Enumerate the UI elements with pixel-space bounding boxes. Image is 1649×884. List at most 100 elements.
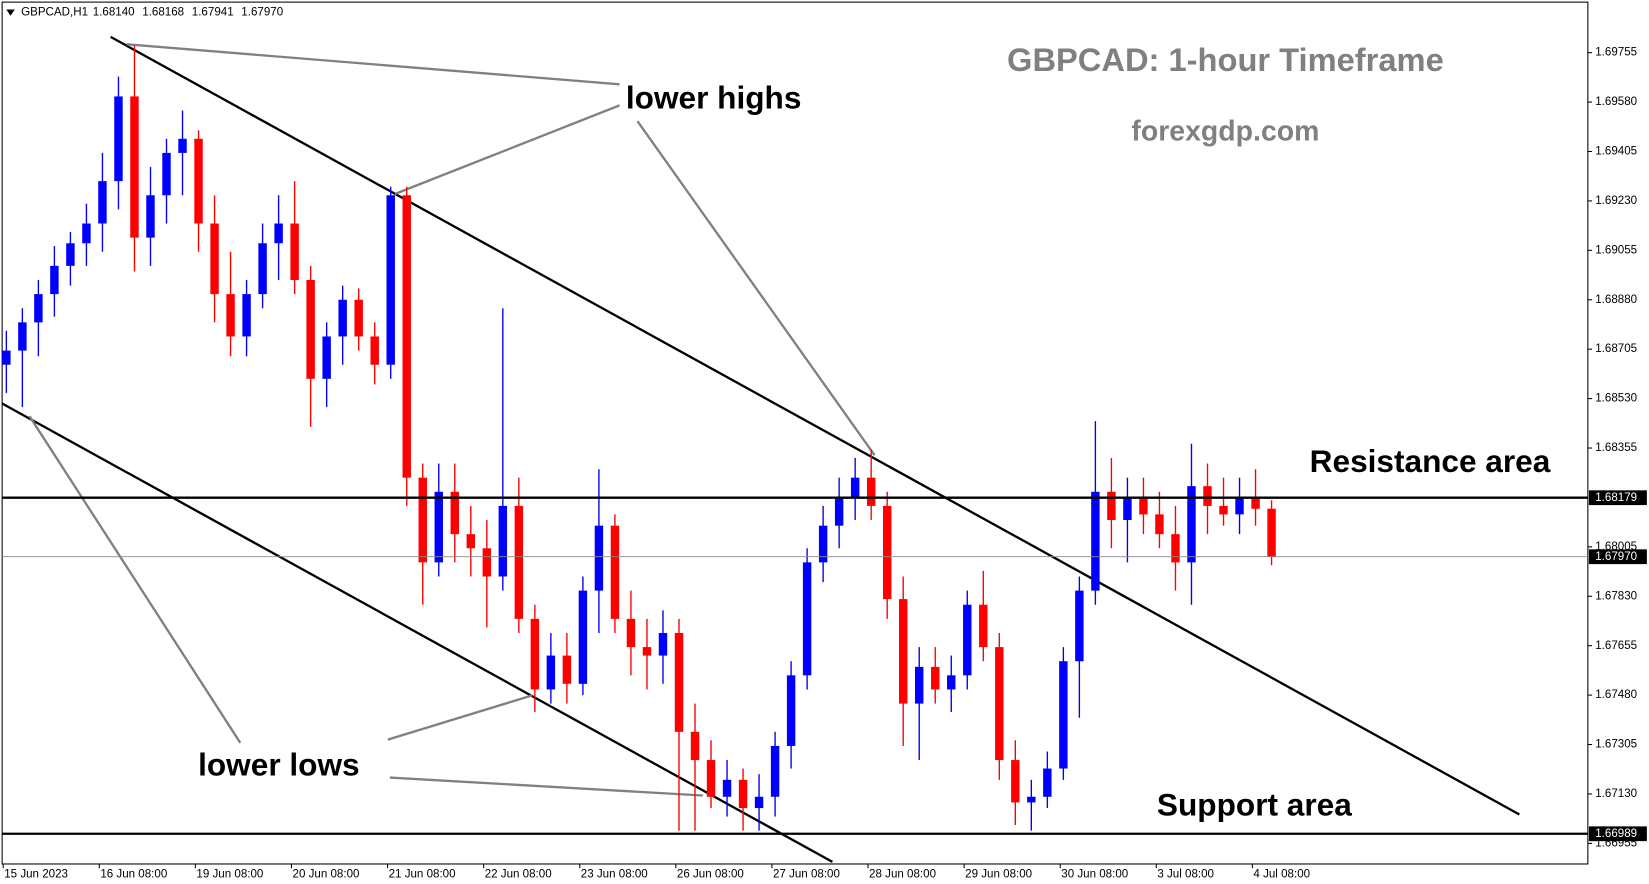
pointer-line	[387, 694, 533, 741]
chart-subtitle: forexgdp.com	[1131, 115, 1319, 147]
ohlc-high: 1.68168	[142, 7, 184, 19]
y-tick-label: 1.69055	[1595, 244, 1637, 256]
y-tick-label: 1.68705	[1595, 343, 1637, 355]
candle-body	[1251, 497, 1260, 509]
y-tick-label: 1.68355	[1595, 442, 1637, 454]
candle-body	[18, 322, 27, 351]
candle-body	[690, 731, 700, 761]
drawings	[1, 35, 1520, 863]
candle-body	[1139, 497, 1148, 515]
candle-body	[738, 779, 748, 809]
candle-body	[802, 562, 812, 676]
candle-body	[274, 223, 283, 244]
candle-body	[1171, 534, 1180, 563]
candle-body	[354, 299, 363, 337]
candle-body	[754, 796, 764, 809]
pointer-line	[389, 776, 703, 797]
candle-body	[210, 223, 219, 295]
x-tick-label: 23 Jun 08:00	[581, 869, 648, 881]
candle-body	[242, 294, 251, 337]
candle-body	[66, 243, 75, 266]
candle-body	[178, 138, 187, 153]
candle-body	[882, 505, 892, 600]
candle-body	[979, 604, 988, 648]
level-label: 1.68179	[1595, 492, 1637, 504]
candle-body	[1187, 486, 1196, 563]
candle-body	[1235, 497, 1244, 515]
y-tick-label: 1.67480	[1595, 689, 1637, 701]
candle-body	[530, 618, 540, 690]
candle-body	[194, 138, 203, 224]
pointer-line	[28, 415, 242, 744]
candle-body	[546, 655, 556, 690]
y-tick-label: 1.67830	[1595, 590, 1637, 602]
candles	[2, 45, 1276, 831]
candle-body	[626, 618, 636, 648]
ohlc-open: 1.68140	[93, 7, 135, 19]
candle-body	[931, 666, 940, 690]
pointer-line	[394, 104, 620, 195]
annotation: Support area	[1157, 786, 1352, 822]
candle-body	[722, 779, 732, 797]
candle-body	[818, 525, 828, 563]
level-label-box	[1588, 490, 1647, 506]
candle-body	[610, 525, 620, 619]
y-tick-label: 1.67130	[1595, 788, 1637, 800]
candle-body	[466, 534, 476, 549]
candle-body	[1075, 590, 1084, 662]
candle-body	[658, 632, 668, 656]
candle-body	[706, 760, 716, 797]
x-tick-label: 20 Jun 08:00	[293, 869, 360, 881]
chart-title: GBPCAD: 1-hour Timeframe	[1007, 41, 1444, 78]
candle-body	[34, 294, 43, 323]
candle-body	[98, 181, 107, 224]
candle-body	[50, 265, 59, 295]
candle-body	[1059, 661, 1068, 769]
candle-body	[674, 632, 684, 732]
ohlc-close: 1.67970	[241, 7, 283, 19]
x-tick-label: 29 Jun 08:00	[965, 869, 1032, 881]
x-tick-label: 19 Jun 08:00	[196, 869, 263, 881]
y-tick-label: 1.68880	[1595, 294, 1637, 306]
candle-body	[338, 299, 347, 337]
candle-body	[1043, 768, 1052, 797]
candle-body	[1011, 760, 1020, 803]
upper-channel-line	[110, 35, 1520, 816]
candle-body	[898, 599, 908, 704]
candle-body	[2, 350, 11, 365]
candle-body	[290, 223, 299, 280]
candle-body	[482, 548, 492, 577]
candle-body	[498, 505, 508, 577]
plot-frame	[1, 1, 1589, 865]
candle-body	[834, 497, 844, 526]
candle-body	[306, 279, 315, 379]
level-label-box	[1588, 826, 1647, 842]
candle-body	[947, 675, 956, 690]
symbol: GBPCAD,H1	[21, 7, 88, 19]
candle-body	[226, 294, 235, 337]
candle-body	[786, 675, 796, 746]
level-label-box	[1588, 549, 1647, 565]
candle-body	[1219, 505, 1228, 515]
y-tick-label: 1.69230	[1595, 195, 1637, 207]
candle-body	[850, 477, 860, 498]
x-tick-label: 30 Jun 08:00	[1061, 869, 1128, 881]
candle-body	[402, 195, 411, 478]
y-tick-label: 1.69580	[1595, 96, 1637, 108]
candle-body	[450, 491, 459, 535]
candle-body	[322, 336, 331, 379]
ohlc-low: 1.67941	[192, 7, 234, 19]
candle-body	[1027, 796, 1036, 803]
candle-body	[82, 223, 91, 244]
pointer-line	[636, 120, 876, 456]
candle-body	[258, 243, 267, 295]
candle-body	[386, 195, 395, 365]
candle-body	[434, 491, 443, 563]
y-tick-label: 1.67655	[1595, 640, 1637, 652]
candle-body	[915, 666, 924, 704]
candle-body	[1091, 491, 1100, 591]
x-tick-label: 16 Jun 08:00	[100, 869, 167, 881]
y-tick-label: 1.68530	[1595, 393, 1637, 405]
